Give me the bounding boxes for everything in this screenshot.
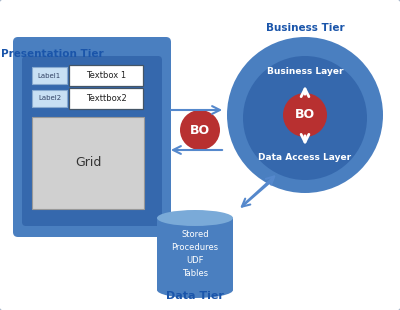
- Text: Business Layer: Business Layer: [267, 68, 343, 77]
- Text: Label2: Label2: [38, 95, 61, 101]
- Text: Textbox 1: Textbox 1: [86, 71, 126, 80]
- Text: Presentation Tier: Presentation Tier: [1, 49, 103, 59]
- Circle shape: [243, 56, 367, 180]
- Text: Stored
Procedures
UDF
Tables: Stored Procedures UDF Tables: [172, 230, 218, 278]
- FancyBboxPatch shape: [69, 65, 143, 86]
- Text: Data Access Layer: Data Access Layer: [258, 153, 352, 162]
- Circle shape: [227, 37, 383, 193]
- FancyBboxPatch shape: [22, 56, 162, 226]
- FancyBboxPatch shape: [13, 37, 171, 237]
- Text: Business Tier: Business Tier: [266, 23, 344, 33]
- Bar: [157, 218, 233, 290]
- FancyBboxPatch shape: [69, 88, 143, 109]
- FancyBboxPatch shape: [32, 90, 67, 107]
- Circle shape: [180, 110, 220, 150]
- Text: Grid: Grid: [75, 157, 101, 170]
- Ellipse shape: [157, 210, 233, 226]
- Ellipse shape: [157, 282, 233, 298]
- Text: Texttbox2: Texttbox2: [86, 94, 126, 103]
- FancyBboxPatch shape: [32, 117, 144, 209]
- Text: Data Tier: Data Tier: [166, 291, 224, 301]
- Text: BO: BO: [190, 123, 210, 136]
- FancyBboxPatch shape: [32, 67, 67, 84]
- Circle shape: [283, 93, 327, 137]
- Text: BO: BO: [295, 108, 315, 122]
- Text: Label1: Label1: [38, 73, 61, 78]
